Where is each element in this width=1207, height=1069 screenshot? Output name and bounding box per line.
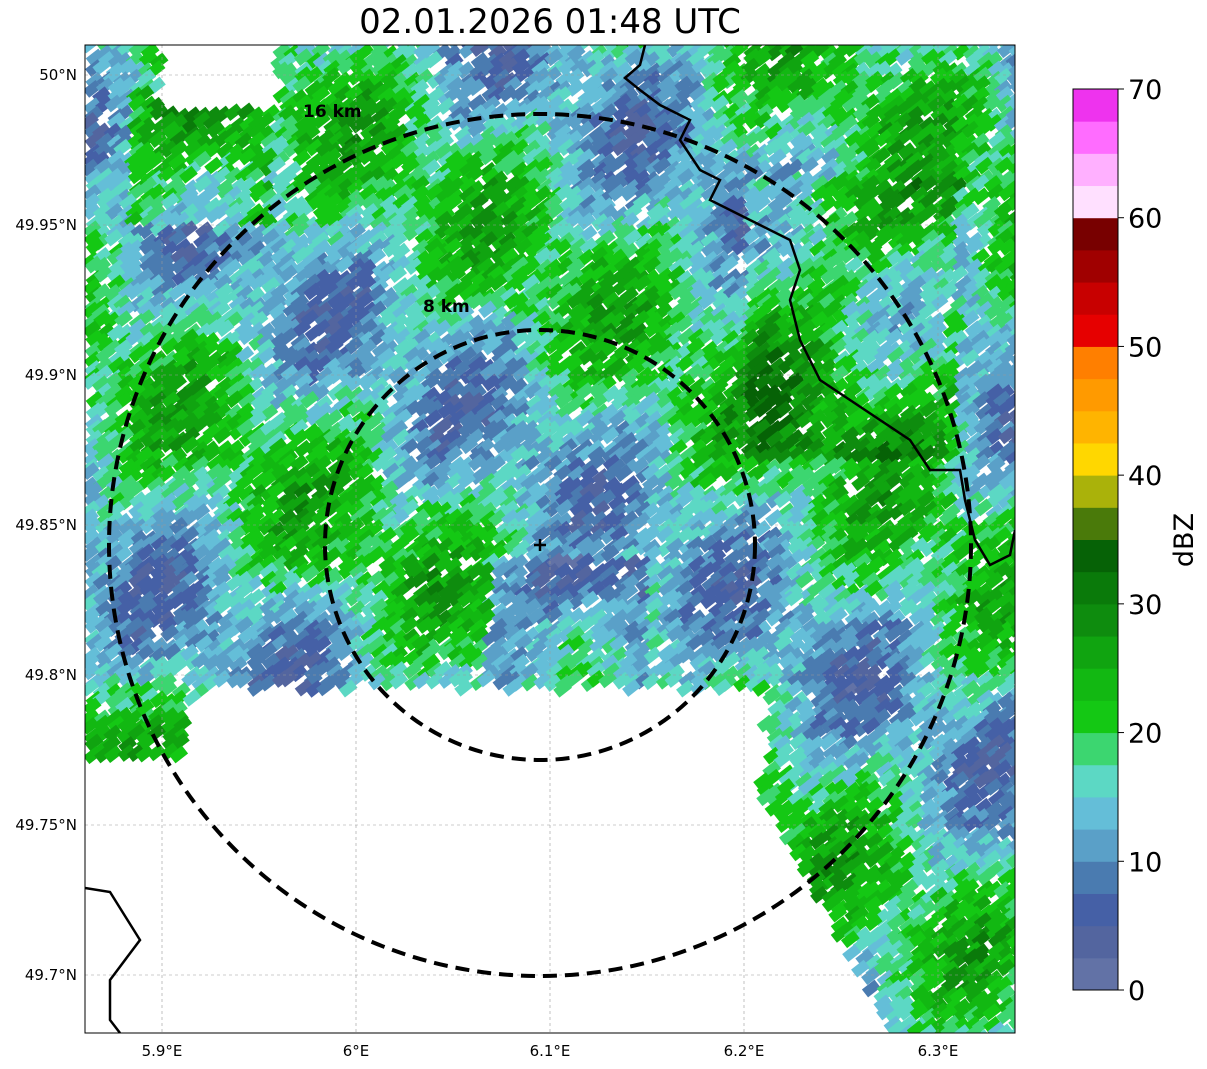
colorbar-bin [1073,153,1118,187]
colorbar-tick-label: 40 [1128,461,1162,492]
lat-tick-label: 49.7°N [25,966,77,984]
colorbar-bin [1073,217,1118,251]
colorbar-tick-label: 20 [1128,719,1162,750]
map-title: 02.01.2026 01:48 UTC [359,2,741,42]
colorbar-tick-label: 70 [1128,75,1162,106]
lon-tick-label: 6.1°E [530,1042,571,1060]
ring-label-16km: 16 km [303,102,362,122]
colorbar-tick-label: 30 [1128,590,1162,621]
lat-tick-label: 49.75°N [15,816,77,834]
colorbar-bin [1073,636,1118,669]
colorbar-bin [1073,796,1118,830]
colorbar-bin [1073,861,1118,894]
colorbar-bin [1073,378,1118,412]
colorbar-bin [1073,732,1118,766]
colorbar-label: dBZ [1169,513,1200,567]
colorbar-tick-label: 0 [1128,976,1145,1007]
colorbar-tick-label: 10 [1128,847,1162,878]
range-ring-8km [323,328,757,762]
colorbar-bin [1073,893,1118,927]
border-line [623,45,1015,567]
colorbar-bin [1073,507,1118,540]
colorbar-bin [1073,700,1118,734]
lon-tick-label: 6.3°E [918,1042,959,1060]
colorbar-bin [1073,346,1118,380]
graticule [85,45,1015,1033]
colorbar-bin [1073,571,1118,605]
reflectivity-field [85,45,1015,1033]
colorbar-bin [1073,764,1118,798]
lat-tick-label: 49.95°N [15,216,77,234]
colorbar-bin [1073,668,1118,701]
ring-label-8km: 8 km [423,297,470,317]
range-ring-16km [107,112,973,978]
colorbar-tick-label: 60 [1128,204,1162,235]
lon-tick-label: 6°E [343,1042,370,1060]
colorbar-bin [1073,442,1118,476]
colorbar-tick-label: 50 [1128,332,1162,363]
colorbar-bin [1073,185,1118,219]
lat-tick-label: 49.8°N [25,666,77,684]
border-line [85,886,142,1033]
radar-site-marker [534,539,546,551]
colorbar-bin [1073,957,1118,991]
colorbar: 0 10 20 30 40 50 60 70 [1072,75,1162,1007]
colorbar-bin [1073,282,1118,315]
colorbar-bin [1073,249,1118,283]
lat-tick-label: 49.9°N [25,366,77,384]
colorbar-bin [1073,410,1118,444]
lon-tick-label: 5.9°E [142,1042,183,1060]
colorbar-bin [1073,829,1118,862]
colorbar-bin [1073,539,1118,573]
lat-tick-label: 50°N [39,66,77,84]
colorbar-bin [1073,121,1118,154]
colorbar-bin [1073,89,1118,122]
colorbar-frame [1072,88,1119,991]
lat-tick-label: 49.85°N [15,516,77,534]
lon-tick-label: 6.2°E [724,1042,765,1060]
colorbar-bin [1073,603,1118,637]
colorbar-bin [1073,925,1118,959]
plot-frame [84,44,1016,1034]
colorbar-bin [1073,475,1118,508]
colorbar-bin [1073,314,1118,347]
